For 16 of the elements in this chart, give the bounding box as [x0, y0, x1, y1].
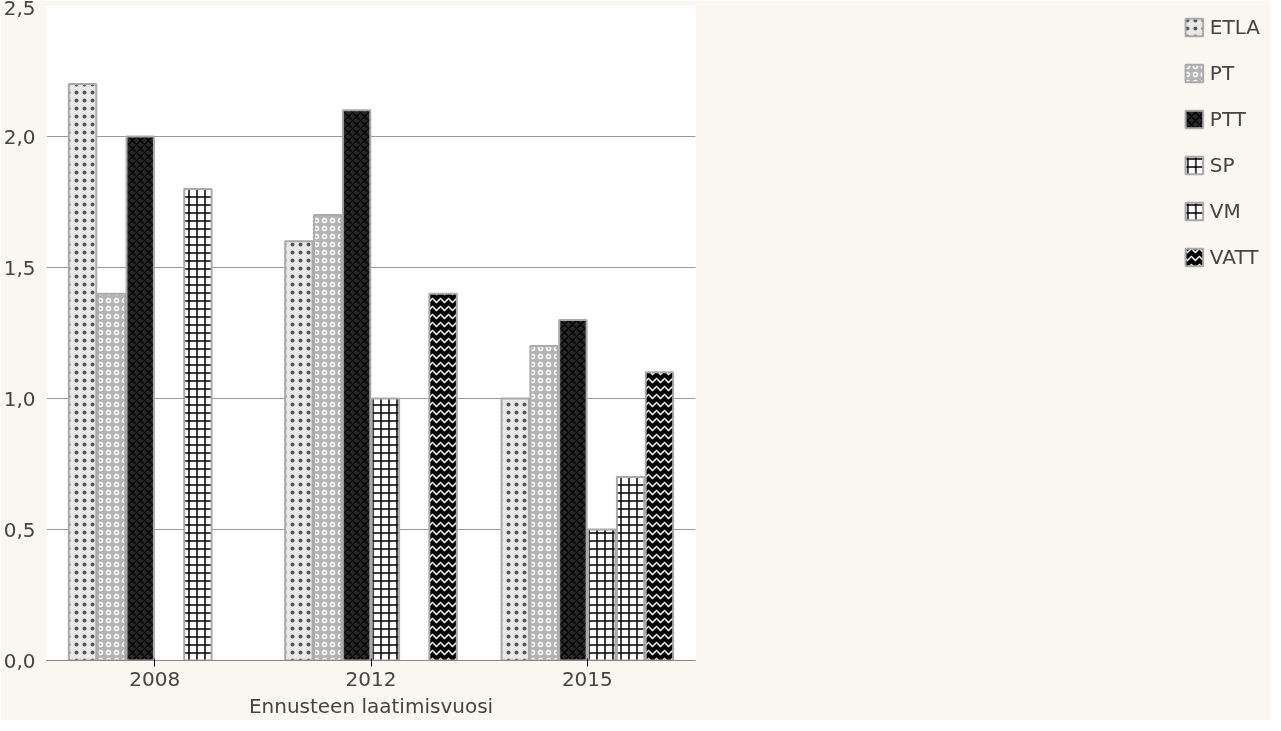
legend-label: PTT — [1209, 107, 1247, 131]
y-tick-label: 0,5 — [3, 517, 36, 542]
x-axis-title: Ennusteen laatimisvuosi — [248, 693, 494, 718]
legend-label: VM — [1209, 199, 1241, 223]
y-tick-label: 2,5 — [3, 0, 36, 20]
legend-label: VATT — [1209, 245, 1259, 269]
legend-label: ETLA — [1209, 15, 1260, 39]
x-tick-label: 2012 — [345, 666, 397, 691]
x-tick-label: 2015 — [561, 666, 613, 691]
y-tick-label: 0,0 — [3, 648, 36, 673]
legend-label: PT — [1209, 61, 1235, 85]
x-tick-label: 2008 — [129, 666, 181, 691]
y-tick-label: 1,0 — [3, 386, 36, 411]
y-tick-label: 2,0 — [3, 124, 36, 149]
legend-label: SP — [1209, 153, 1235, 177]
y-tick-label: 1,5 — [3, 255, 36, 280]
